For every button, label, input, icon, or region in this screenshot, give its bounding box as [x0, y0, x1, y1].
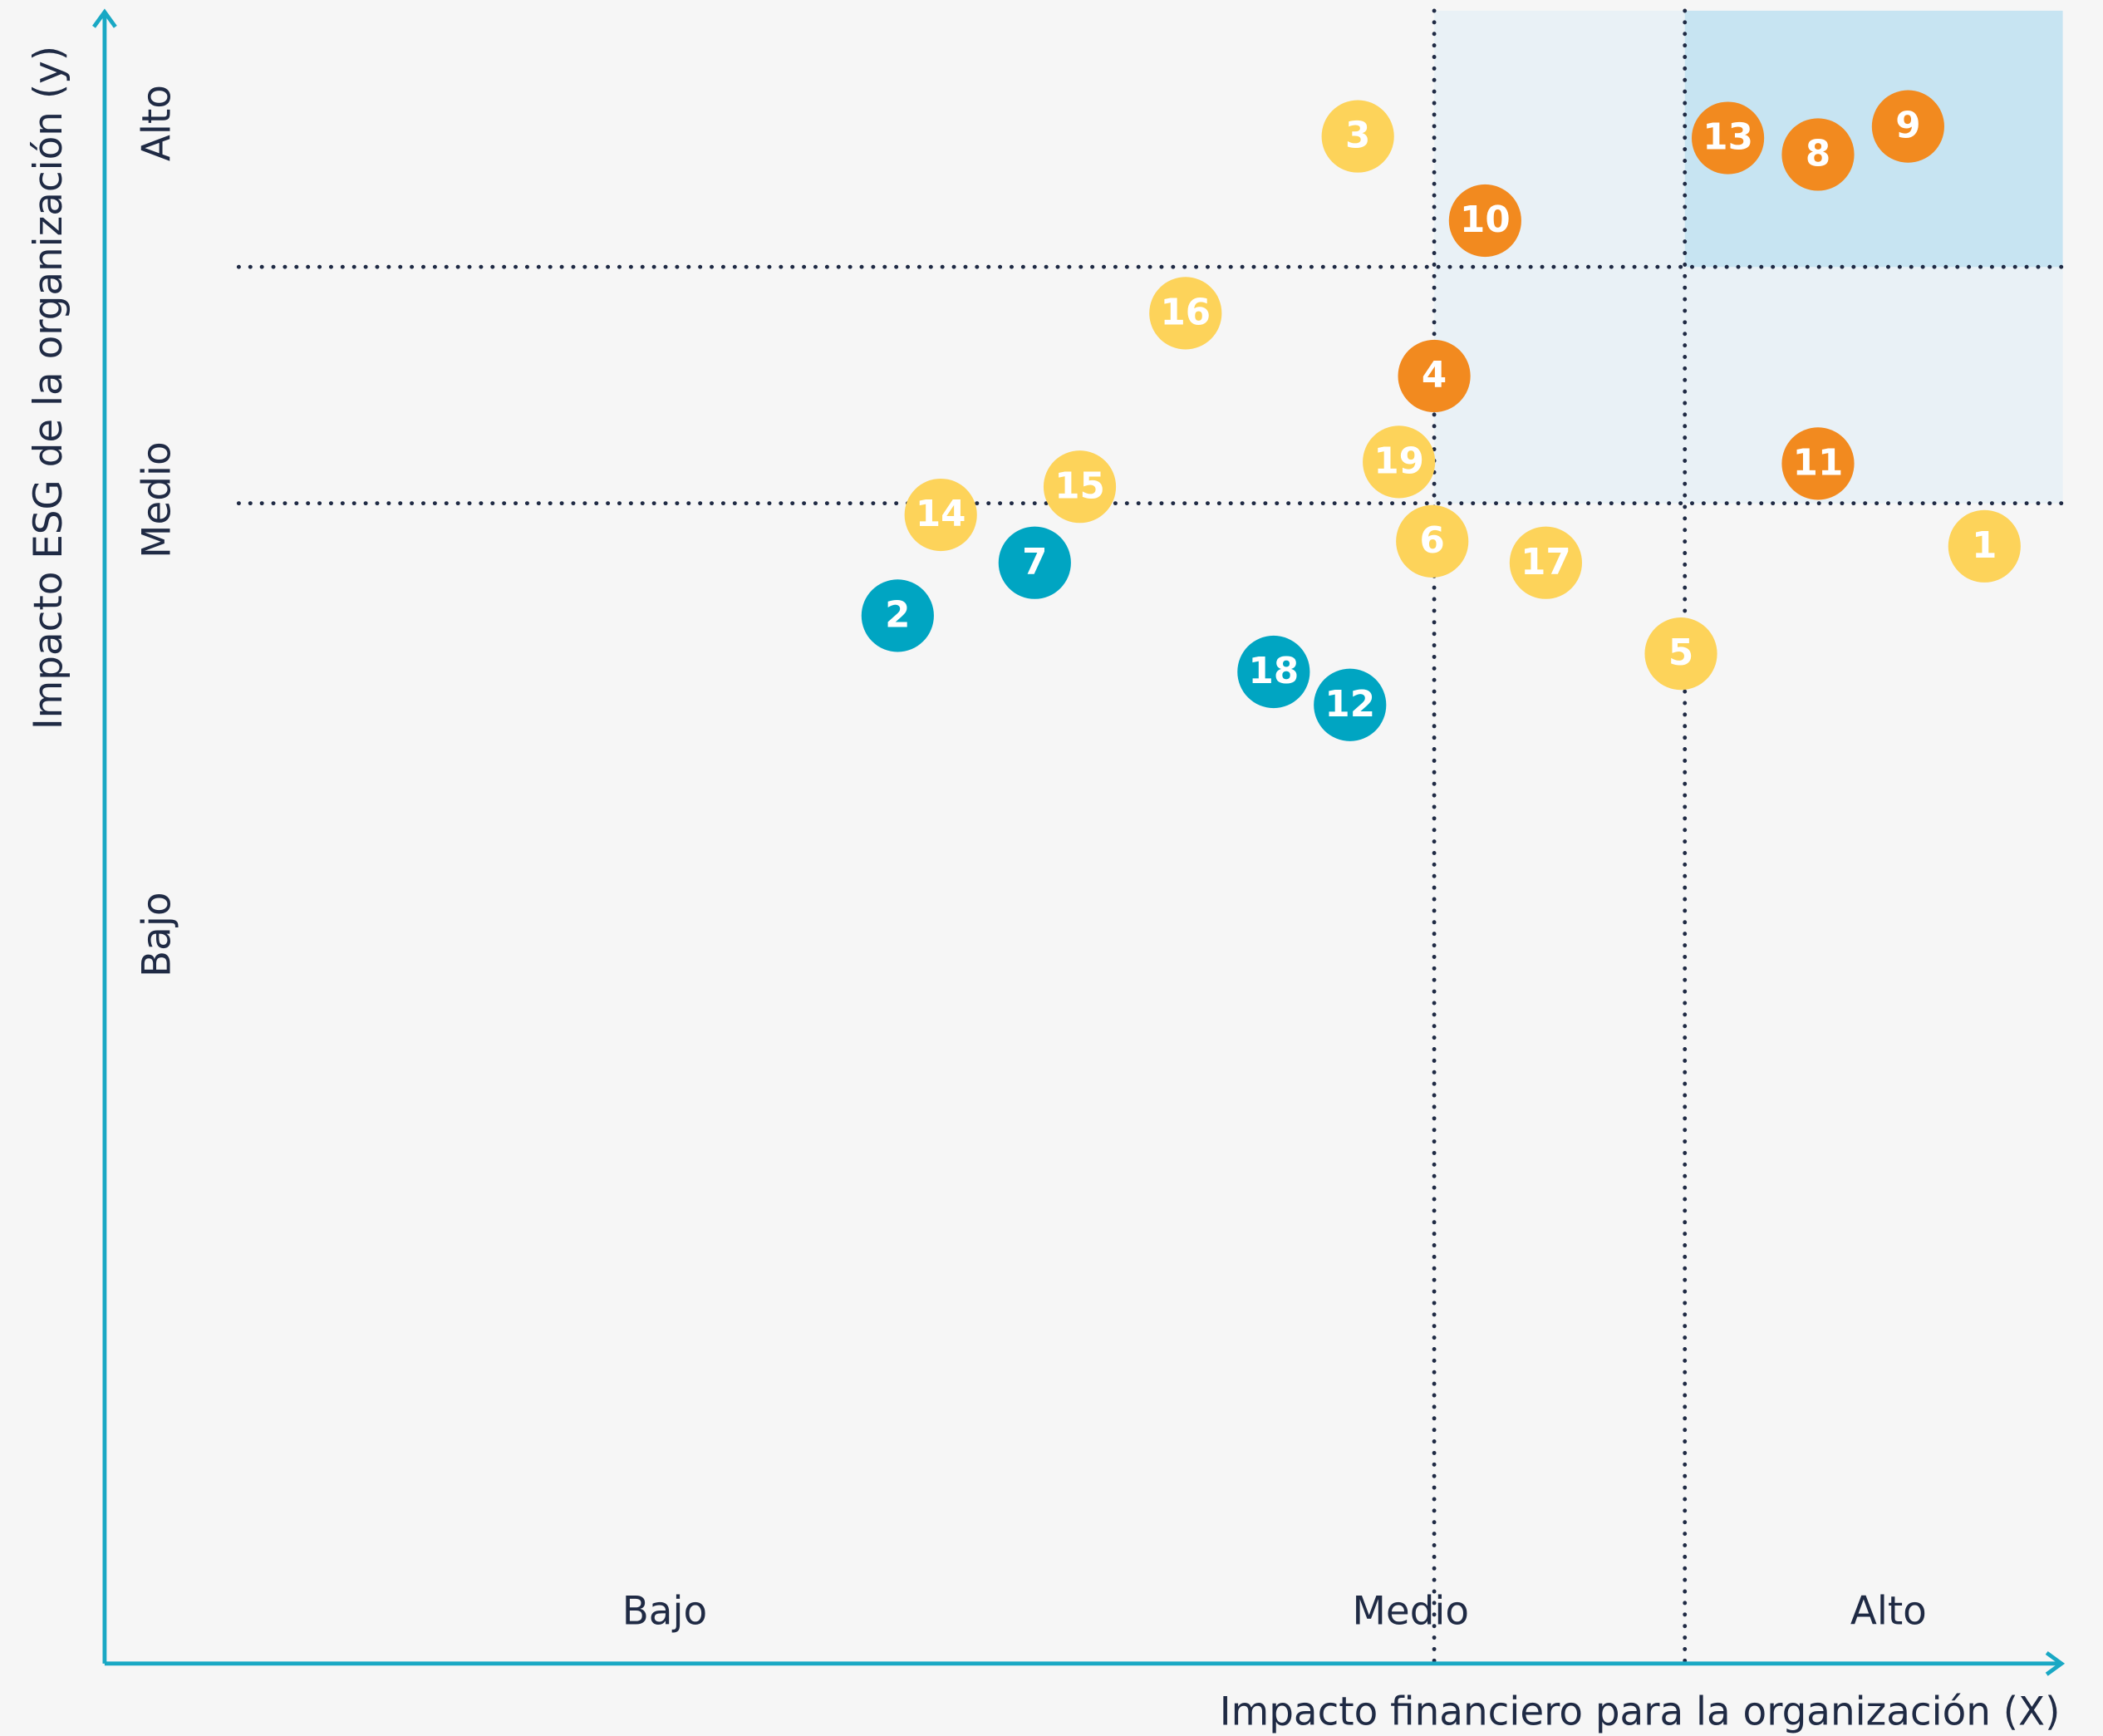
point [998, 526, 1071, 599]
point-label: 6 [1420, 520, 1445, 562]
x-axis-title: Impacto financiero para la organización … [1220, 1690, 2061, 1735]
point-label: 19 [1373, 440, 1424, 482]
threshold-lines [236, 8, 2065, 1666]
y-axis-arrow [92, 8, 117, 28]
point [1314, 668, 1387, 741]
point [1396, 504, 1469, 578]
point [1781, 118, 1855, 191]
x-tick-label: Alto [1850, 1590, 1927, 1635]
point-label: 1 [1972, 525, 1997, 567]
point-label: 10 [1460, 199, 1511, 241]
point-label: 17 [1521, 542, 1571, 583]
point [1644, 617, 1717, 691]
point-label: 18 [1249, 651, 1300, 692]
shading [1434, 10, 2063, 504]
point-label: 16 [1160, 292, 1211, 333]
point-label: 13 [1703, 117, 1753, 159]
x-tick-label: Bajo [622, 1590, 707, 1635]
point [1398, 339, 1471, 413]
point [1321, 100, 1394, 173]
point [1692, 101, 1765, 175]
point-label: 4 [1422, 355, 1447, 396]
point [1781, 427, 1855, 500]
point-label: 9 [1895, 106, 1920, 147]
y-axis-title: Impacto ESG de la organización (y) [27, 46, 71, 730]
point [1043, 450, 1117, 524]
point-label: 5 [1668, 632, 1693, 674]
x-axis-arrow [2045, 1650, 2066, 1676]
point [1363, 425, 1436, 499]
y-tick-label: Medio [135, 441, 180, 558]
point [1871, 90, 1944, 163]
point [904, 478, 977, 552]
point [1509, 526, 1582, 599]
point-label: 7 [1022, 542, 1047, 583]
point [1948, 509, 2021, 583]
point-label: 3 [1345, 116, 1370, 157]
point [1448, 184, 1521, 258]
point [1237, 635, 1310, 709]
point-label: 12 [1324, 684, 1375, 725]
point-label: 11 [1793, 442, 1844, 484]
y-tick-label: Bajo [135, 893, 180, 977]
point [1149, 277, 1222, 350]
point-label: 2 [885, 594, 910, 636]
point-label: 14 [916, 494, 966, 535]
point-label: 8 [1806, 134, 1830, 175]
y-tick-label: Alto [135, 85, 180, 161]
point-label: 15 [1054, 465, 1105, 507]
point [861, 579, 934, 652]
x-tick-label: Medio [1353, 1590, 1470, 1635]
ticks: Bajo Medio Alto Bajo Medio Alto [135, 85, 1927, 1634]
